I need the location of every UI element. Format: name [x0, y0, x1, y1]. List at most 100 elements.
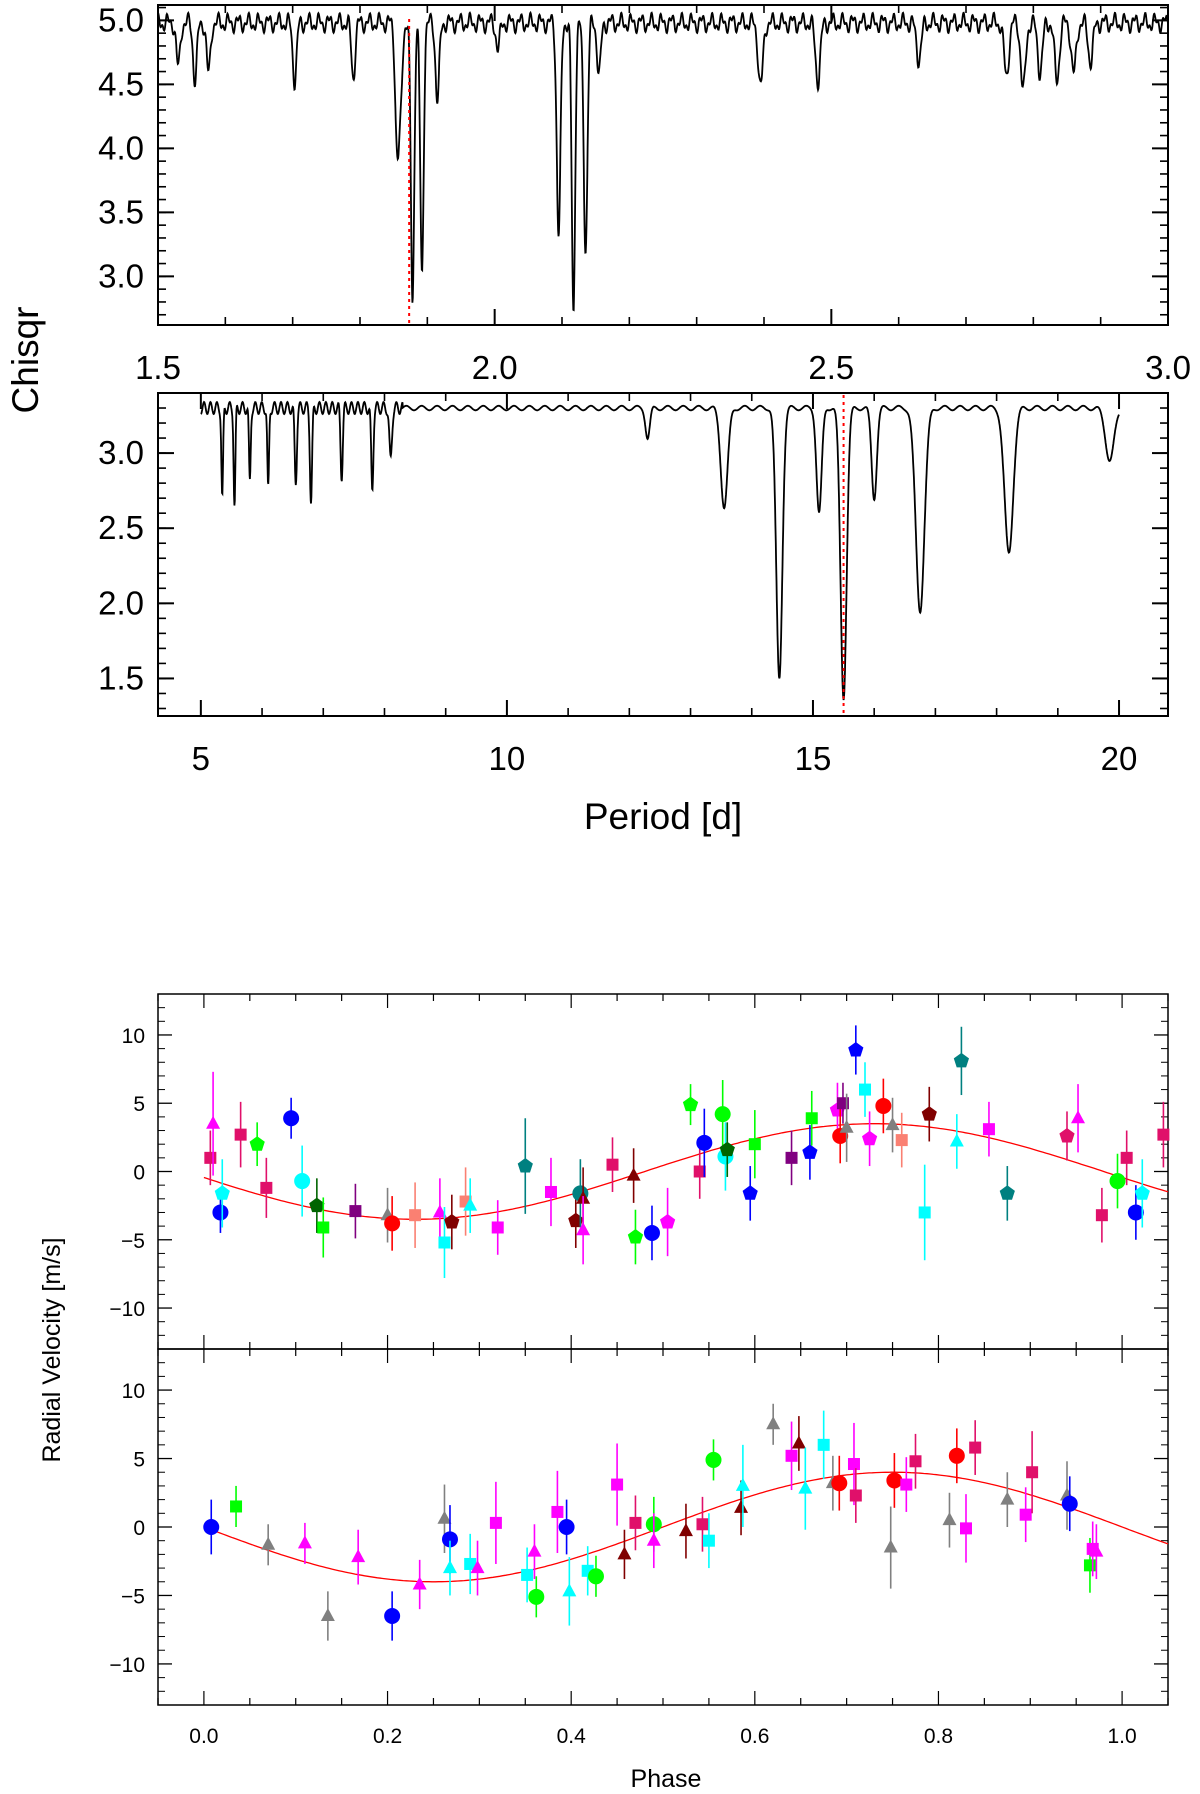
- data-point-pentagon: [214, 1185, 230, 1200]
- x-tick-label: 3.0: [1145, 349, 1191, 386]
- data-point-triangle: [412, 1576, 427, 1590]
- data-point-circle: [528, 1588, 545, 1605]
- data-point-pentagon: [1059, 1128, 1075, 1143]
- data-point-circle: [384, 1608, 401, 1624]
- data-point-square: [1026, 1466, 1039, 1479]
- data-point-triangle: [442, 1560, 457, 1574]
- data-point-circle: [203, 1519, 220, 1535]
- data-point-square: [521, 1568, 534, 1581]
- data-point-triangle: [646, 1532, 661, 1546]
- data-point-triangle: [463, 1197, 478, 1211]
- data-point-triangle: [206, 1115, 221, 1129]
- data-point-square: [918, 1206, 931, 1219]
- data-point-square: [1157, 1128, 1170, 1141]
- data-point-triangle: [1071, 1110, 1086, 1124]
- x-axis-title-phase: Phase: [631, 1765, 702, 1793]
- data-point-square: [464, 1557, 477, 1570]
- data-point-triangle: [320, 1608, 335, 1621]
- chisqr-curve: [200, 400, 1120, 701]
- data-point-square: [909, 1455, 922, 1468]
- y-tick-label: 5: [133, 1449, 145, 1472]
- x-tick-label: 2.0: [472, 349, 518, 386]
- y-tick-label: −5: [121, 1585, 145, 1608]
- x-tick-label: 20: [1101, 740, 1138, 777]
- data-point-square: [551, 1505, 564, 1518]
- data-point-pentagon: [862, 1130, 878, 1146]
- data-point-triangle: [1089, 1543, 1104, 1557]
- data-point-circle: [875, 1097, 892, 1114]
- y-tick-label: −10: [109, 1298, 145, 1321]
- data-point-triangle: [735, 1477, 750, 1491]
- tick-marks: [157, 5, 1169, 325]
- data-point-pentagon: [444, 1214, 460, 1229]
- data-point-square: [785, 1449, 798, 1462]
- chisqr-curve: [157, 10, 1169, 312]
- x-tick-label: 0.6: [740, 1725, 769, 1748]
- data-point-square: [785, 1151, 798, 1164]
- tick-marks: [157, 994, 1169, 1349]
- data-point-square: [1083, 1559, 1096, 1572]
- data-point-circle: [705, 1451, 722, 1468]
- data-point-triangle: [1000, 1491, 1015, 1505]
- data-point-square: [805, 1112, 818, 1125]
- data-point-square: [696, 1518, 709, 1531]
- plot-frame: [157, 4, 1169, 326]
- data-point-pentagon: [921, 1106, 937, 1121]
- y-tick-label: 0: [133, 1162, 145, 1185]
- x-tick-label: 15: [795, 740, 832, 777]
- data-point-triangle: [949, 1133, 964, 1147]
- data-point-square: [409, 1209, 422, 1222]
- data-point-square: [317, 1221, 330, 1234]
- data-point-triangle: [437, 1510, 452, 1524]
- data-point-pentagon: [802, 1144, 818, 1159]
- data-point-circle: [1109, 1173, 1126, 1190]
- data-point-triangle: [798, 1480, 813, 1494]
- y-tick-label: 4.5: [98, 65, 144, 102]
- data-point-pentagon: [848, 1042, 864, 1057]
- data-point-circle: [831, 1475, 848, 1492]
- data-point-circle: [714, 1106, 731, 1123]
- data-point-triangle: [839, 1119, 854, 1133]
- data-point-triangle: [883, 1539, 898, 1553]
- data-point-circle: [441, 1531, 458, 1548]
- data-point-triangle: [562, 1583, 577, 1597]
- data-point-circle: [886, 1472, 903, 1489]
- data-point-triangle: [527, 1543, 542, 1557]
- data-point-square: [1120, 1151, 1133, 1164]
- x-axis-title-period: Period [d]: [584, 796, 742, 837]
- data-point-square: [204, 1151, 217, 1164]
- x-tick-label: 10: [489, 740, 526, 777]
- data-point-triangle: [766, 1416, 781, 1430]
- data-point-square: [847, 1458, 860, 1471]
- y-tick-label: 5: [133, 1093, 145, 1116]
- data-point-triangle: [791, 1435, 806, 1449]
- x-tick-label: 0.4: [557, 1725, 587, 1748]
- data-point-square: [544, 1185, 557, 1198]
- data-point-square: [611, 1478, 624, 1491]
- tick-marks: [158, 393, 1168, 716]
- y-axis-title-radial-velocity: Radial Velocity [m/s]: [38, 1237, 66, 1462]
- data-point-circle: [948, 1447, 965, 1464]
- y-tick-label: 2.0: [98, 584, 144, 621]
- x-tick-label: 0.2: [373, 1725, 402, 1748]
- data-point-triangle: [261, 1536, 276, 1550]
- data-point-square: [438, 1236, 451, 1249]
- data-point-square: [960, 1522, 972, 1535]
- data-point-triangle: [617, 1546, 632, 1560]
- y-tick-label: 1.5: [98, 659, 144, 696]
- y-tick-label: 4.0: [98, 129, 144, 166]
- data-point-square: [969, 1441, 982, 1454]
- model-curve: [203, 1123, 1169, 1220]
- data-points: [203, 1403, 1104, 1641]
- data-point-square: [817, 1438, 830, 1451]
- y-tick-label: 5.0: [98, 1, 144, 38]
- data-point-triangle: [470, 1560, 485, 1574]
- data-point-square: [349, 1205, 362, 1218]
- plot-frame: [157, 392, 1169, 717]
- y-tick-label: 3.0: [98, 434, 144, 471]
- data-point-circle: [1061, 1495, 1078, 1512]
- data-point-pentagon: [1134, 1185, 1150, 1200]
- periodogram-short-panel: 3.0 3.5 4.0 4.5 5.0 1.5 2.0 2.5 3.0: [98, 1, 1191, 386]
- data-point-circle: [294, 1173, 311, 1190]
